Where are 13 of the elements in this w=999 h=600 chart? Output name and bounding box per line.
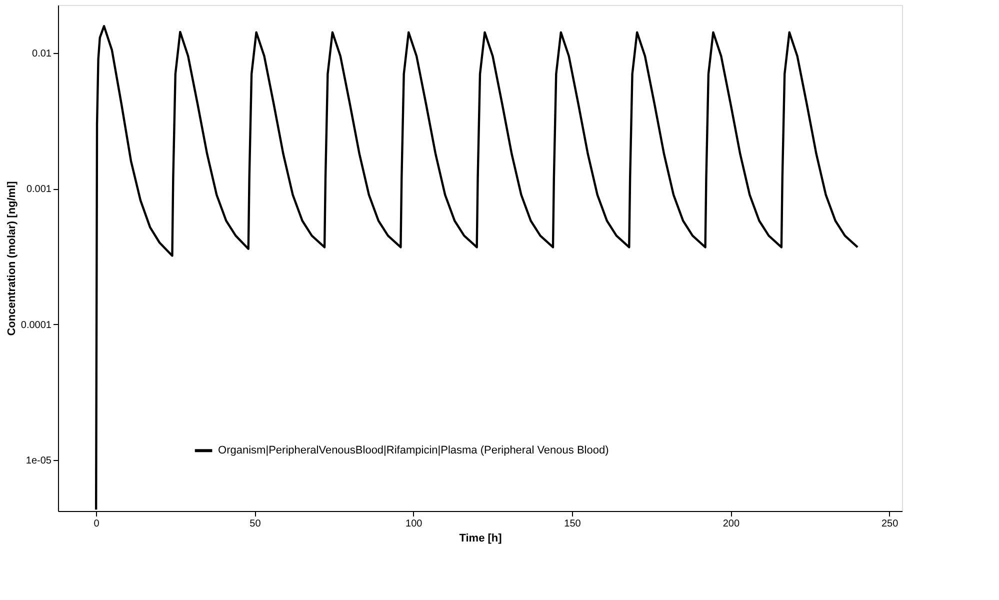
y-tick-label: 0.0001 [20, 320, 52, 331]
y-tick-label: 0.001 [26, 184, 52, 196]
y-axis-title: Concentration (molar) [ng/ml] [6, 180, 18, 336]
x-axis-title: Time [h] [459, 532, 502, 544]
legend-label: Organism|PeripheralVenousBlood|Rifampicin|Plasma (Peripheral Venous Blood) [218, 444, 609, 457]
x-tick-label: 200 [722, 518, 740, 530]
x-tick-label: 50 [250, 518, 262, 530]
x-tick-label: 0 [94, 518, 100, 530]
x-tick-label: 100 [406, 518, 423, 530]
y-tick-label: 0.01 [32, 48, 52, 60]
x-tick-label: 250 [881, 518, 899, 530]
y-tick-label: 1e-05 [26, 455, 52, 466]
x-tick-label: 150 [564, 518, 582, 530]
